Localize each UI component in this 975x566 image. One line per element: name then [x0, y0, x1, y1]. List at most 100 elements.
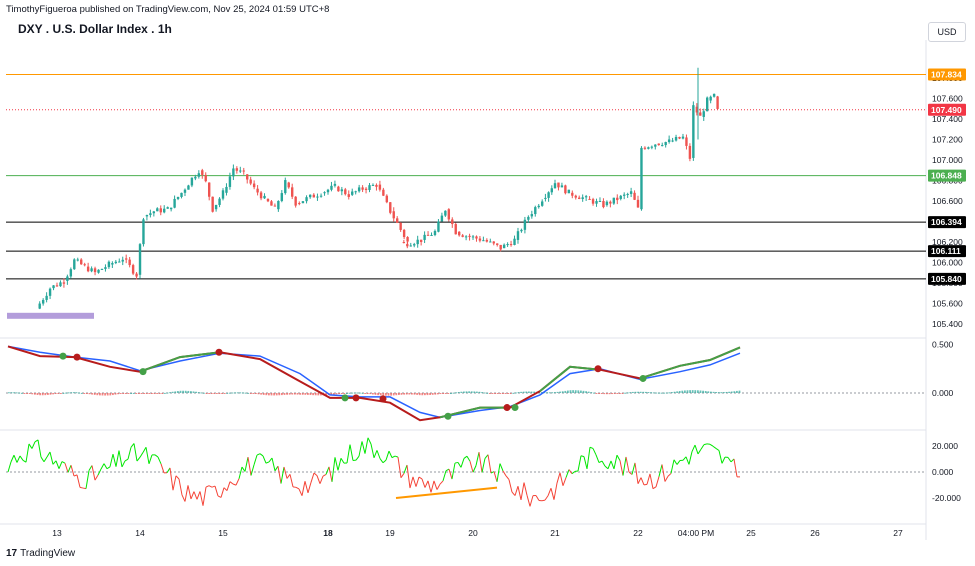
candle-body	[584, 196, 588, 198]
oscillator-tick-label: -20.000	[932, 493, 961, 503]
oscillator-segment	[184, 485, 189, 502]
candle-body	[52, 285, 55, 289]
histogram-bar	[468, 391, 470, 393]
candle-body	[333, 183, 337, 186]
oscillator-segment	[193, 491, 198, 500]
histogram-bar	[330, 393, 333, 395]
oscillator-segment	[451, 462, 456, 480]
histogram-bar	[621, 393, 624, 394]
candle-body	[671, 140, 674, 142]
histogram-bar	[650, 392, 652, 394]
time-tick-label: 20	[468, 528, 478, 538]
candle-body	[591, 199, 595, 204]
oscillator-segment	[277, 466, 282, 484]
candle-body	[357, 187, 361, 192]
oscillator-segment	[547, 488, 552, 496]
histogram-bar	[36, 393, 39, 395]
wave-main-line-up	[639, 346, 741, 380]
price-level-tag	[928, 68, 966, 81]
histogram-bar	[346, 392, 348, 394]
wave-tick-label: 0.500	[932, 340, 954, 350]
histogram-bar	[151, 393, 153, 394]
oscillator-segment	[67, 465, 72, 473]
candle-body	[389, 202, 392, 213]
histogram-bar	[249, 393, 252, 394]
candle-body	[121, 259, 124, 262]
candle-body	[567, 189, 571, 194]
histogram-bar	[611, 393, 613, 395]
oscillator-segment	[109, 453, 114, 467]
tradingview-brand[interactable]: 17 TradingView	[6, 548, 75, 559]
oscillator-segment	[16, 455, 21, 463]
candle-body	[643, 147, 647, 149]
histogram-bar	[106, 393, 109, 396]
oscillator-segment	[175, 475, 180, 480]
histogram-bar	[255, 393, 257, 394]
histogram-bar	[704, 391, 707, 393]
histogram-bar	[619, 393, 621, 394]
oscillator-segment	[160, 463, 165, 474]
cross-dot	[73, 353, 81, 361]
oscillator-segment	[727, 457, 732, 463]
oscillator-segment	[511, 491, 516, 496]
histogram-bar	[135, 393, 138, 394]
histogram-bar	[260, 393, 262, 395]
histogram-bar	[587, 391, 590, 393]
histogram-bar	[88, 393, 91, 395]
oscillator-segment	[625, 456, 630, 473]
histogram-bar	[577, 390, 580, 393]
oscillator-segment	[283, 466, 288, 479]
oscillator-segment	[664, 476, 669, 482]
oscillator-segment	[172, 475, 177, 491]
candle-body	[351, 191, 354, 195]
candle-body	[382, 189, 385, 196]
oscillator-segment	[526, 495, 531, 507]
candle-body	[156, 208, 159, 212]
oscillator-segment	[265, 461, 270, 464]
oscillator-segment	[703, 443, 708, 446]
candle-body	[344, 189, 347, 195]
candle-body	[409, 245, 412, 247]
oscillator-segment	[430, 480, 435, 493]
candle-body	[468, 235, 471, 237]
oscillator-segment	[19, 455, 24, 461]
oscillator-segment	[460, 458, 465, 468]
oscillator-segment	[667, 473, 672, 477]
histogram-bar	[416, 393, 418, 395]
oscillator-segment	[211, 485, 216, 488]
histogram-bar	[314, 393, 317, 396]
oscillator-segment	[487, 454, 492, 474]
candle-body	[499, 244, 502, 250]
histogram-bar	[28, 393, 31, 394]
candle-body	[180, 192, 183, 197]
histogram-bar	[119, 393, 122, 394]
oscillator-segment	[649, 473, 654, 489]
histogram-bar	[598, 393, 600, 394]
oscillator-segment	[457, 462, 462, 468]
histogram-bar	[738, 390, 741, 393]
oscillator-segment	[13, 454, 18, 463]
candle-body	[547, 192, 550, 198]
candle-body	[354, 191, 357, 193]
time-tick-label: 22	[633, 528, 643, 538]
oscillator-segment	[70, 465, 75, 477]
symbol-title: DXY . U.S. Dollar Index . 1h	[18, 22, 172, 36]
candle-body	[605, 201, 609, 206]
currency-button[interactable]: USD	[928, 22, 966, 42]
candle-body	[277, 200, 280, 210]
oscillator-segment	[427, 480, 432, 493]
candle-body	[163, 208, 166, 213]
histogram-bar	[164, 392, 166, 394]
histogram-bar	[304, 393, 307, 395]
histogram-bar	[218, 393, 221, 394]
histogram-bar	[291, 393, 294, 395]
price-tick-label: 107.000	[932, 155, 963, 165]
oscillator-segment	[52, 460, 57, 465]
oscillator-segment	[262, 455, 267, 464]
histogram-bar	[673, 391, 676, 393]
histogram-bar	[364, 393, 366, 394]
oscillator-segment	[22, 459, 27, 463]
candle-body	[183, 189, 187, 193]
histogram-bar	[104, 393, 106, 396]
